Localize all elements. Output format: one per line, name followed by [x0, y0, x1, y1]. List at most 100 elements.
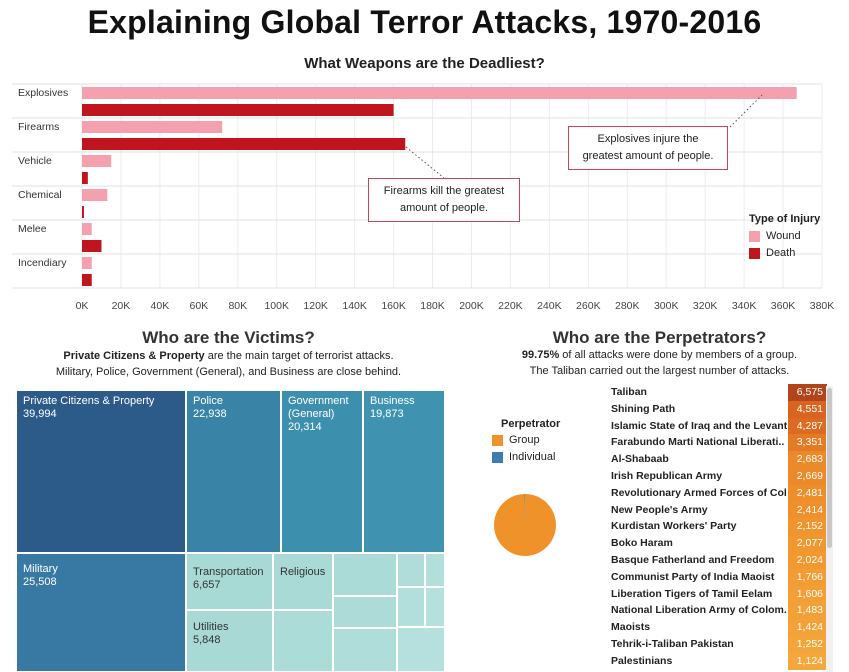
perpetrators-sub-line2: The Taliban carried out the largest numb…: [529, 365, 790, 377]
x-tick-label: 260K: [576, 300, 601, 310]
perpetrator-name: Palestinians: [611, 654, 673, 667]
attack-count: 2,152: [788, 518, 827, 536]
table-row[interactable]: Irish Republican Army 2,669: [607, 468, 830, 485]
x-tick-label: 340K: [732, 300, 757, 310]
perpetrators-subtitle: 99.75% of all attacks were done by membe…: [470, 347, 849, 379]
table-row[interactable]: Al-Shabaab 2,683: [607, 451, 830, 469]
perpetrator-table: Taliban 6,575 Shining Path 4,551 Islamic Sta…: [607, 384, 830, 672]
treemap-cell-private-citizens[interactable]: Private Citizens & Property 39,994: [16, 390, 186, 553]
treemap-cell-small[interactable]: [397, 553, 425, 587]
perpetrator-name: Boko Haram: [611, 537, 673, 550]
perpetrators-sub-line1: 99.75% of all attacks were done by membe…: [470, 347, 849, 363]
treemap-cell-government[interactable]: Government (General) 20,314: [281, 390, 363, 553]
treemap-cell-police[interactable]: Police 22,938: [186, 390, 281, 553]
table-row[interactable]: Palestinians 1,124: [607, 652, 830, 670]
legend-item-wound[interactable]: Wound: [749, 230, 801, 242]
callout-explosives-line2: greatest amount of people.: [582, 150, 714, 162]
x-tick-label: 120K: [303, 300, 328, 310]
treemap-cell-business[interactable]: Business 19,873: [363, 390, 445, 553]
treemap-cell-utilities[interactable]: Utilities 5,848: [186, 610, 273, 672]
table-row[interactable]: Taliban 6,575: [607, 384, 830, 401]
bar-wound: [82, 189, 108, 201]
treemap-cell-small[interactable]: [397, 627, 445, 672]
treemap-value: 20,314: [288, 421, 322, 433]
legend-item-individual[interactable]: Individual: [492, 451, 555, 463]
table-row[interactable]: Tehrik-i-Taliban Pakistan 1,252: [607, 636, 830, 653]
category-label: Chemical: [18, 189, 62, 201]
table-scrollbar-thumb[interactable]: [827, 388, 832, 548]
table-row[interactable]: Communist Party of India Maoist 1,766: [607, 568, 830, 586]
table-row[interactable]: Islamic State of Iraq and the Levant 4,28…: [607, 417, 830, 435]
treemap-cell-small[interactable]: [425, 587, 445, 627]
treemap-value: 25,508: [23, 576, 57, 588]
perpetrator-name: Kurdistan Workers' Party: [611, 520, 737, 533]
table-row[interactable]: Revolutionary Armed Forces of Col.. 2,481: [607, 484, 830, 502]
bar-death: [82, 274, 92, 286]
treemap-cell-small[interactable]: [425, 553, 445, 587]
treemap-cell-religious[interactable]: Religious: [273, 553, 333, 610]
x-tick-label: 380K: [810, 300, 835, 310]
treemap-cell-small[interactable]: [333, 628, 397, 672]
legend-item-group[interactable]: Group: [492, 434, 540, 446]
perpetrators-sub-bold: 99.75%: [521, 349, 560, 361]
treemap-label: Police: [193, 395, 223, 407]
perpetrator-name: Maoists: [611, 621, 651, 634]
category-label: Firearms: [18, 121, 59, 133]
victims-treemap: Private Citizens & Property 39,994 Polic…: [16, 390, 445, 672]
table-row[interactable]: New People's Army 2,414: [607, 501, 830, 519]
perpetrator-name: Revolutionary Armed Forces of Col..: [611, 486, 787, 499]
perpetrator-name: Shining Path: [611, 402, 676, 415]
x-tick-label: 40K: [151, 300, 170, 310]
group-swatch: [492, 434, 503, 446]
table-row[interactable]: Maoists 1,424: [607, 619, 830, 637]
table-row[interactable]: National Liberation Army of Colom.. 1,483: [607, 602, 830, 620]
treemap-cell-small[interactable]: [333, 596, 397, 628]
callout-explosives: Explosives injure the greatest amount of…: [568, 126, 728, 170]
treemap-cell-small[interactable]: [397, 587, 425, 627]
bar-wound: [82, 223, 92, 235]
bar-death: [82, 138, 406, 150]
category-label: Explosives: [18, 87, 68, 99]
treemap-cell-small[interactable]: [333, 553, 397, 596]
x-tick-label: 140K: [342, 300, 367, 310]
bar-death: [82, 172, 88, 184]
attack-count: 1,766: [788, 568, 827, 586]
table-row[interactable]: Shining Path 4,551: [607, 400, 830, 418]
attack-count: 1,424: [788, 619, 827, 637]
x-tick-label: 280K: [615, 300, 640, 310]
table-row[interactable]: Kurdistan Workers' Party 2,152: [607, 518, 830, 536]
victims-subtitle: Private Citizens & Property are the main…: [0, 348, 457, 380]
x-tick-label: 100K: [264, 300, 289, 310]
attack-count: 2,481: [788, 484, 827, 502]
attack-count: 1,606: [788, 585, 827, 603]
attack-count: 2,077: [788, 535, 827, 553]
treemap-value: 39,994: [23, 408, 57, 420]
table-row[interactable]: Liberation Tigers of Tamil Eelam 1,606: [607, 585, 830, 603]
x-tick-label: 80K: [228, 300, 247, 310]
treemap-label: Government (General): [288, 395, 349, 420]
legend-item-death[interactable]: Death: [749, 247, 795, 259]
table-row[interactable]: Basque Fatherland and Freedom 2,024: [607, 552, 830, 569]
table-row[interactable]: Boko Haram 2,077: [607, 535, 830, 553]
perpetrator-name: Communist Party of India Maoist: [611, 570, 775, 583]
table-row[interactable]: Farabundo Marti National Liberati.. 3,351: [607, 434, 830, 452]
treemap-cell-military[interactable]: Military 25,508: [16, 553, 186, 672]
x-tick-label: 300K: [654, 300, 679, 310]
treemap-value: 22,938: [193, 408, 227, 420]
attack-count: 4,287: [788, 417, 827, 435]
treemap-cell-small[interactable]: [273, 610, 333, 672]
treemap-cell-transportation[interactable]: Transportation 6,657: [186, 553, 273, 610]
legend-label-death: Death: [766, 247, 796, 259]
bar-wound: [82, 155, 112, 167]
callout-explosives-line1: Explosives injure the: [597, 133, 699, 145]
attack-count: 3,351: [788, 434, 827, 452]
callout-leader-explosives: [729, 94, 763, 128]
perpetrator-name: National Liberation Army of Colom..: [611, 604, 787, 617]
legend-label-individual: Individual: [509, 451, 556, 463]
attack-count: 1,483: [788, 602, 827, 620]
attack-count: 1,124: [788, 652, 827, 670]
perpetrator-name: Basque Fatherland and Freedom: [611, 554, 775, 566]
perpetrator-name: Liberation Tigers of Tamil Eelam: [611, 587, 773, 600]
category-label: Vehicle: [18, 155, 52, 167]
victims-sub-line2: Military, Police, Government (General), …: [55, 366, 402, 378]
